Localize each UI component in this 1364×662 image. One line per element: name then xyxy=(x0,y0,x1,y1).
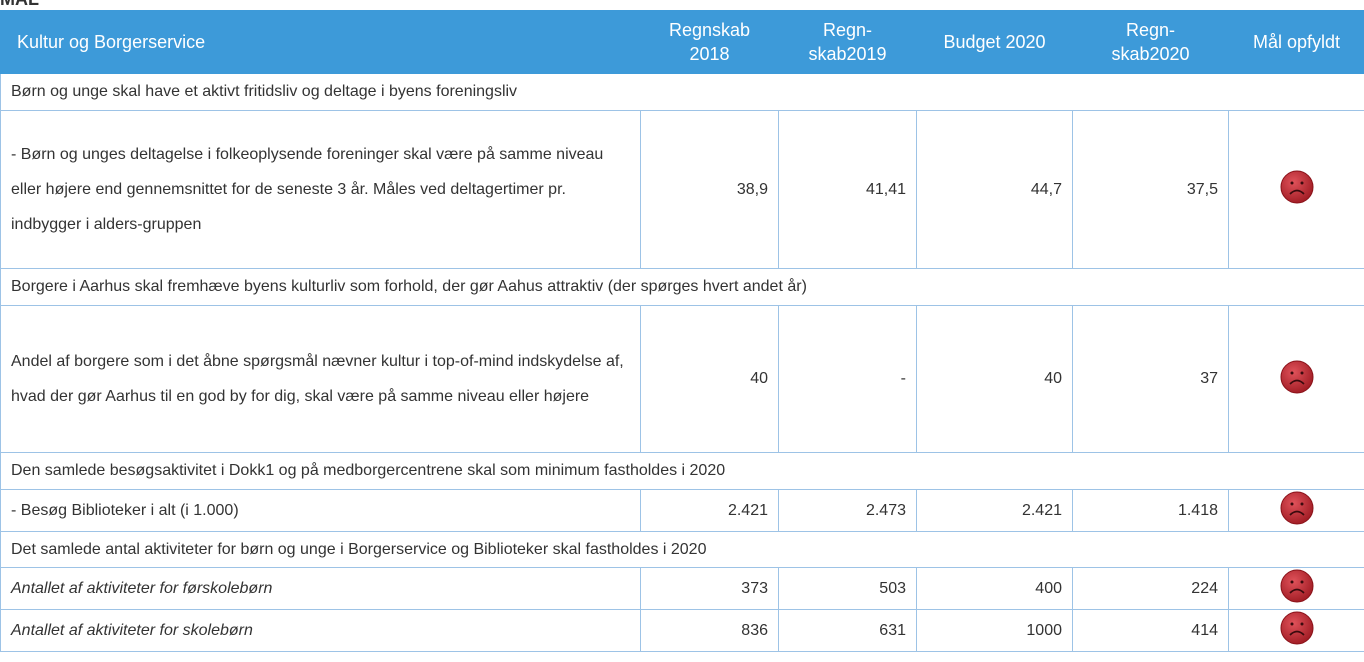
value-cell: 2.473 xyxy=(778,489,917,532)
value-cell: 40 xyxy=(640,305,779,453)
column-header: Regn-skab2020 xyxy=(1072,10,1229,74)
value-cell: 414 xyxy=(1072,609,1229,652)
column-header: Kultur og Borgerservice xyxy=(0,10,641,74)
value-cell: 37 xyxy=(1072,305,1229,453)
value-cell: 38,9 xyxy=(640,110,779,269)
value-cell: 37,5 xyxy=(1072,110,1229,269)
section-text: Det samlede antal aktiviteter for børn o… xyxy=(0,531,1364,568)
value-cell: 836 xyxy=(640,609,779,652)
value-cell: 2.421 xyxy=(640,489,779,532)
status-cell xyxy=(1228,110,1364,269)
status-cell xyxy=(1228,489,1364,532)
column-header: Regn-skab2019 xyxy=(778,10,917,74)
sad-face-icon xyxy=(1280,491,1313,525)
status-cell xyxy=(1228,567,1364,610)
section-row: Borgere i Aarhus skal fremhæve byens kul… xyxy=(0,268,1364,306)
value-cell: 400 xyxy=(916,567,1073,610)
column-header: Budget 2020 xyxy=(916,10,1073,74)
sad-face-icon xyxy=(1280,170,1313,204)
header-row: Kultur og Borgerservice Regnskab 2018 Regn… xyxy=(0,10,1364,74)
value-cell: - xyxy=(778,305,917,453)
item-label: Andel af borgere som i det åbne spørgsmå… xyxy=(0,305,641,453)
item-row: Andel af borgere som i det åbne spørgsmå… xyxy=(0,305,1364,453)
value-cell: 44,7 xyxy=(916,110,1073,269)
column-header: Regnskab 2018 xyxy=(640,10,779,74)
value-cell: 224 xyxy=(1072,567,1229,610)
page-title: MÅL xyxy=(0,0,39,10)
value-cell: 2.421 xyxy=(916,489,1073,532)
item-label: - Børn og unges deltagelse i folkeoplyse… xyxy=(0,110,641,269)
item-row: - Besøg Biblioteker i alt (i 1.000) 2.421… xyxy=(0,489,1364,532)
goals-table: Kultur og Borgerservice Regnskab 2018 Regn… xyxy=(0,10,1364,652)
value-cell: 373 xyxy=(640,567,779,610)
section-text: Børn og unge skal have et aktivt fritids… xyxy=(0,73,1364,111)
status-cell xyxy=(1228,305,1364,453)
sad-face-icon xyxy=(1280,569,1313,603)
sad-face-icon xyxy=(1280,360,1313,393)
item-label: Antallet af aktiviteter for skolebørn xyxy=(0,609,641,652)
item-row: - Børn og unges deltagelse i folkeoplyse… xyxy=(0,110,1364,269)
value-cell: 1.418 xyxy=(1072,489,1229,532)
value-cell: 1000 xyxy=(916,609,1073,652)
section-text: Den samlede besøgsaktivitet i Dokk1 og p… xyxy=(0,452,1364,490)
item-label: Antallet af aktiviteter for førskolebørn xyxy=(0,567,641,610)
value-cell: 503 xyxy=(778,567,917,610)
value-cell: 40 xyxy=(916,305,1073,453)
item-row: Antallet af aktiviteter for skolebørn 836… xyxy=(0,609,1364,652)
item-row: Antallet af aktiviteter for førskolebørn… xyxy=(0,567,1364,610)
sad-face-icon xyxy=(1280,611,1313,645)
section-row: Det samlede antal aktiviteter for børn o… xyxy=(0,531,1364,568)
value-cell: 41,41 xyxy=(778,110,917,269)
column-header: Mål opfyldt xyxy=(1228,10,1364,74)
section-row: Børn og unge skal have et aktivt fritids… xyxy=(0,73,1364,111)
item-label: - Besøg Biblioteker i alt (i 1.000) xyxy=(0,489,641,532)
value-cell: 631 xyxy=(778,609,917,652)
status-cell xyxy=(1228,609,1364,652)
section-row: Den samlede besøgsaktivitet i Dokk1 og p… xyxy=(0,452,1364,490)
section-text: Borgere i Aarhus skal fremhæve byens kul… xyxy=(0,268,1364,306)
